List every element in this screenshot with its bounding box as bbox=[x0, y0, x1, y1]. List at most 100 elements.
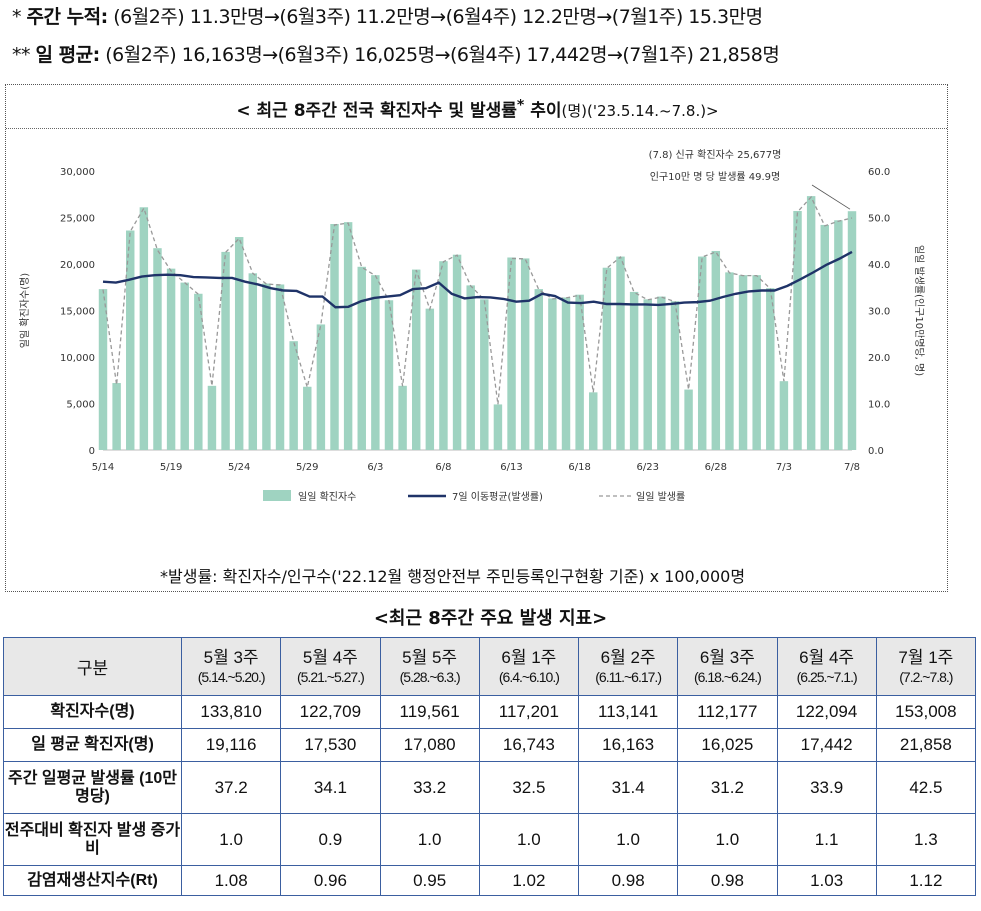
left-axis-title: 일일 확진자수(명) bbox=[19, 273, 31, 348]
x-tick-label: 5/19 bbox=[160, 462, 182, 473]
note-label: 일 평균: bbox=[35, 44, 101, 66]
left-tick-label: 30,000 bbox=[60, 167, 95, 178]
legend-label-daily-rate: 일일 발생률 bbox=[636, 491, 685, 503]
bar-daily-cases bbox=[153, 248, 162, 450]
bar-daily-cases bbox=[371, 275, 380, 450]
table-cell: 32.5 bbox=[478, 761, 580, 814]
week-column-header: 6월 2주 (6.11.~6.17.) bbox=[577, 637, 679, 696]
x-tick-label: 6/13 bbox=[500, 462, 522, 473]
bar-daily-cases bbox=[343, 222, 353, 450]
week-column-header: 6월 3주 (6.18.~6.24.) bbox=[677, 637, 778, 696]
right-tick-label: 30.0 bbox=[868, 307, 890, 318]
x-tick-label: 6/3 bbox=[367, 462, 383, 473]
x-tick-label: 6/28 bbox=[705, 462, 727, 473]
right-tick-label: 60.0 bbox=[868, 167, 890, 178]
week-range: (6.11.~6.17.) bbox=[595, 668, 662, 685]
table-cell: 37.2 bbox=[180, 761, 282, 814]
week-range: (6.18.~6.24.) bbox=[693, 668, 762, 685]
note-text: (6월2주) 11.3만명→(6월3주) 11.2만명→(6월4주) 12.2만… bbox=[113, 6, 763, 28]
table-cell: 153,008 bbox=[875, 695, 977, 729]
right-axis-title: 일일 발생률(인구10만명당, 명) bbox=[913, 245, 925, 376]
week-column-header: 6월 1주 (6.4.~6.10.) bbox=[478, 637, 580, 696]
weekly-total-note: * 주간 누적: (6월2주) 11.3만명→(6월3주) 11.2만명→(6월… bbox=[12, 2, 763, 29]
bar-daily-cases bbox=[139, 207, 149, 450]
bar-daily-cases bbox=[180, 282, 189, 450]
row-label: 확진자수(명) bbox=[3, 695, 182, 729]
week-column-header: 5월 4주 (5.21.~5.27.) bbox=[280, 637, 381, 696]
table-cell: 1.1 bbox=[776, 813, 877, 866]
table-cell: 31.2 bbox=[677, 761, 778, 814]
bar-daily-cases bbox=[112, 383, 121, 450]
row-label: 일 평균 확진자(명) bbox=[3, 728, 182, 762]
table-title: <최근 8주간 주요 발생 지표> bbox=[373, 608, 608, 629]
bar-daily-cases bbox=[684, 389, 693, 450]
bar-daily-cases bbox=[752, 275, 761, 450]
bar-daily-cases bbox=[834, 220, 843, 450]
chart-title-unit: (명)('23.5.14.~7.8.)> bbox=[561, 102, 719, 120]
bar-daily-cases bbox=[330, 224, 339, 450]
table-cell: 0.98 bbox=[577, 865, 679, 896]
bar-daily-cases bbox=[806, 196, 816, 450]
table-cell: 1.03 bbox=[776, 865, 877, 896]
table-corner-header: 구분 bbox=[3, 637, 182, 696]
bar-daily-cases bbox=[126, 230, 135, 450]
table-cell: 1.0 bbox=[677, 813, 778, 866]
bar-daily-cases bbox=[575, 294, 584, 450]
bar-daily-cases bbox=[847, 211, 857, 450]
bar-daily-cases bbox=[439, 261, 448, 450]
table-row: 주간 일평균 발생률 (10만 명당) 37.2 34.1 33.2 32.5 31.4 3… bbox=[3, 761, 977, 814]
metrics-table: 구분 5월 3주 (5.14.~5.20.) 5월 4주 (5.21.~5.27.) 5… bbox=[3, 637, 977, 896]
table-cell: 42.5 bbox=[875, 761, 977, 814]
week-label: 5월 5주 bbox=[402, 647, 458, 667]
line-moving-average bbox=[102, 250, 853, 309]
x-tick-label: 6/23 bbox=[636, 462, 658, 473]
daily-average-note: ** 일 평균: (6월2주) 16,163명→(6월3주) 16,025명→(… bbox=[12, 40, 780, 67]
bar-daily-cases bbox=[194, 293, 203, 450]
bar-daily-cases bbox=[248, 273, 258, 450]
table-cell: 1.3 bbox=[875, 813, 977, 866]
x-tick-label: 7/8 bbox=[844, 462, 860, 473]
table-header-row: 구분 5월 3주 (5.14.~5.20.) 5월 4주 (5.21.~5.27.) 5… bbox=[3, 637, 977, 696]
table-cell: 1.02 bbox=[478, 865, 580, 896]
row-label: 전주대비 확진자 발생 증가비 bbox=[3, 813, 182, 866]
bar-daily-cases bbox=[289, 341, 298, 450]
table-cell: 33.2 bbox=[379, 761, 480, 814]
line-daily-rate bbox=[102, 195, 853, 405]
week-range: (5.28.~6.3.) bbox=[399, 668, 461, 685]
legend-swatch-bars bbox=[263, 490, 291, 501]
bar-daily-cases bbox=[766, 288, 775, 450]
chart-title-main: < 최근 8주간 전국 확진자수 및 발생률 bbox=[236, 101, 517, 121]
bar-daily-cases bbox=[548, 298, 557, 450]
week-column-header: 7월 1주 (7.2.~7.8.) bbox=[875, 637, 977, 696]
table-cell: 31.4 bbox=[577, 761, 679, 814]
bar-daily-cases bbox=[697, 256, 707, 450]
table-cell: 1.0 bbox=[478, 813, 580, 866]
annotation-line-2: 인구10만 명 당 발생률 49.9명 bbox=[650, 171, 781, 183]
week-column-header: 5월 5주 (5.28.~6.3.) bbox=[379, 637, 480, 696]
bar-daily-cases bbox=[589, 392, 598, 450]
left-tick-label: 10,000 bbox=[60, 353, 95, 364]
week-range: (6.4.~6.10.) bbox=[498, 668, 560, 685]
left-tick-label: 5,000 bbox=[66, 400, 95, 411]
bar-daily-cases bbox=[793, 210, 802, 450]
left-tick-label: 20,000 bbox=[60, 260, 95, 271]
bar-daily-cases bbox=[616, 256, 625, 450]
chart-frame bbox=[5, 84, 948, 592]
chart-title-tail: 추이 bbox=[524, 101, 562, 121]
row-label: 감염재생산지수(Rt) bbox=[3, 865, 182, 896]
bar-daily-cases bbox=[493, 404, 503, 450]
right-tick-label: 20.0 bbox=[868, 353, 890, 364]
right-tick-label: 50.0 bbox=[868, 214, 890, 225]
bar-daily-cases bbox=[711, 250, 721, 450]
table-cell: 119,561 bbox=[379, 695, 480, 729]
x-tick-label: 5/14 bbox=[92, 462, 114, 473]
table-row: 전주대비 확진자 발생 증가비 1.0 0.9 1.0 1.0 1.0 1.0 1.1 1.3 bbox=[3, 813, 977, 866]
bar-daily-cases bbox=[275, 284, 285, 450]
bar-daily-cases bbox=[534, 289, 544, 450]
chart-title-sup: * bbox=[516, 97, 525, 114]
note-marker: ** bbox=[12, 44, 31, 66]
right-tick-label: 40.0 bbox=[868, 260, 890, 271]
annotation-line-1: (7.8) 신규 확진자수 25,677명 bbox=[649, 149, 782, 161]
week-label: 6월 2주 bbox=[600, 647, 656, 667]
table-cell: 113,141 bbox=[577, 695, 679, 729]
